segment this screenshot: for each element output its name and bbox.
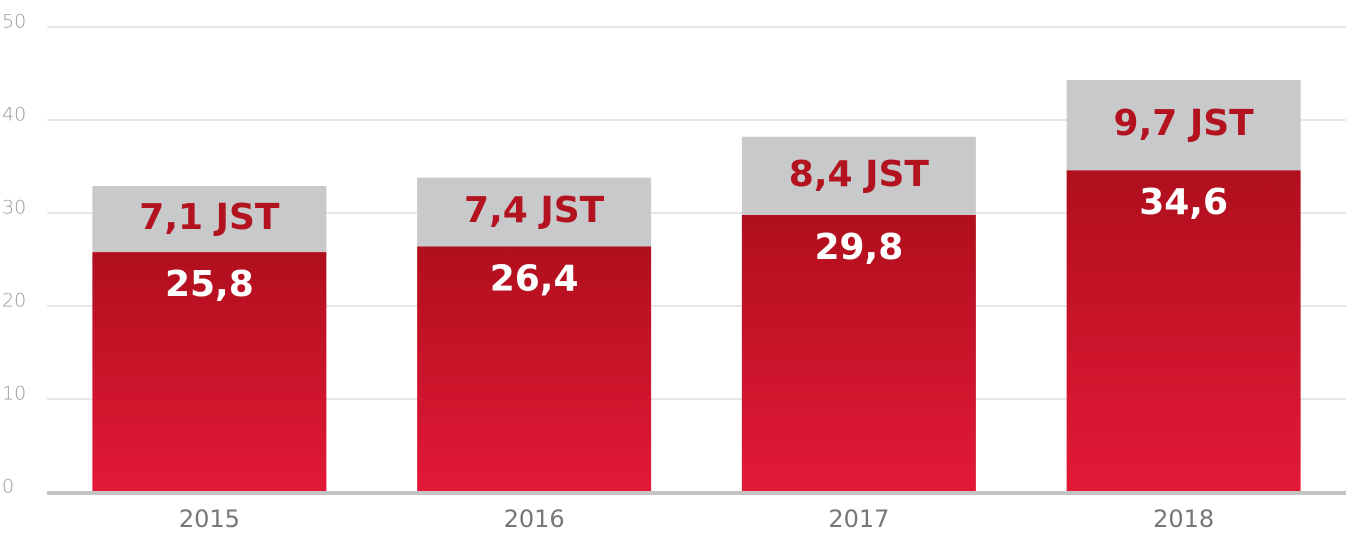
x-tick-label: 2015 <box>179 505 240 533</box>
bar-segment <box>92 252 327 492</box>
y-tick-label: 30 <box>2 197 26 219</box>
bar-segment <box>92 186 327 253</box>
bar-segment <box>417 177 652 247</box>
y-tick-label: 20 <box>2 290 26 312</box>
value-label: 29,8 <box>814 227 903 268</box>
x-tick-label: 2017 <box>828 505 889 533</box>
y-tick-label: 0 <box>2 476 14 498</box>
value-label: 9,7 JST <box>1114 103 1255 144</box>
value-label: 7,4 JST <box>464 190 605 231</box>
bar-segment <box>741 136 976 215</box>
x-tick-label: 2016 <box>504 505 565 533</box>
x-tick-label: 2018 <box>1153 505 1214 533</box>
value-label: 26,4 <box>490 258 579 299</box>
bar-segment <box>741 214 976 493</box>
value-label: 34,6 <box>1139 182 1228 223</box>
y-tick-label: 10 <box>2 383 26 405</box>
value-label: 25,8 <box>165 264 254 305</box>
value-label: 8,4 JST <box>789 154 930 195</box>
y-tick-label: 40 <box>2 104 26 126</box>
value-label: 7,1 JST <box>139 197 280 238</box>
y-tick-label: 50 <box>2 11 26 33</box>
bar-segment <box>1066 170 1301 492</box>
bar-segment <box>1066 80 1301 171</box>
bar-segment <box>417 246 652 492</box>
